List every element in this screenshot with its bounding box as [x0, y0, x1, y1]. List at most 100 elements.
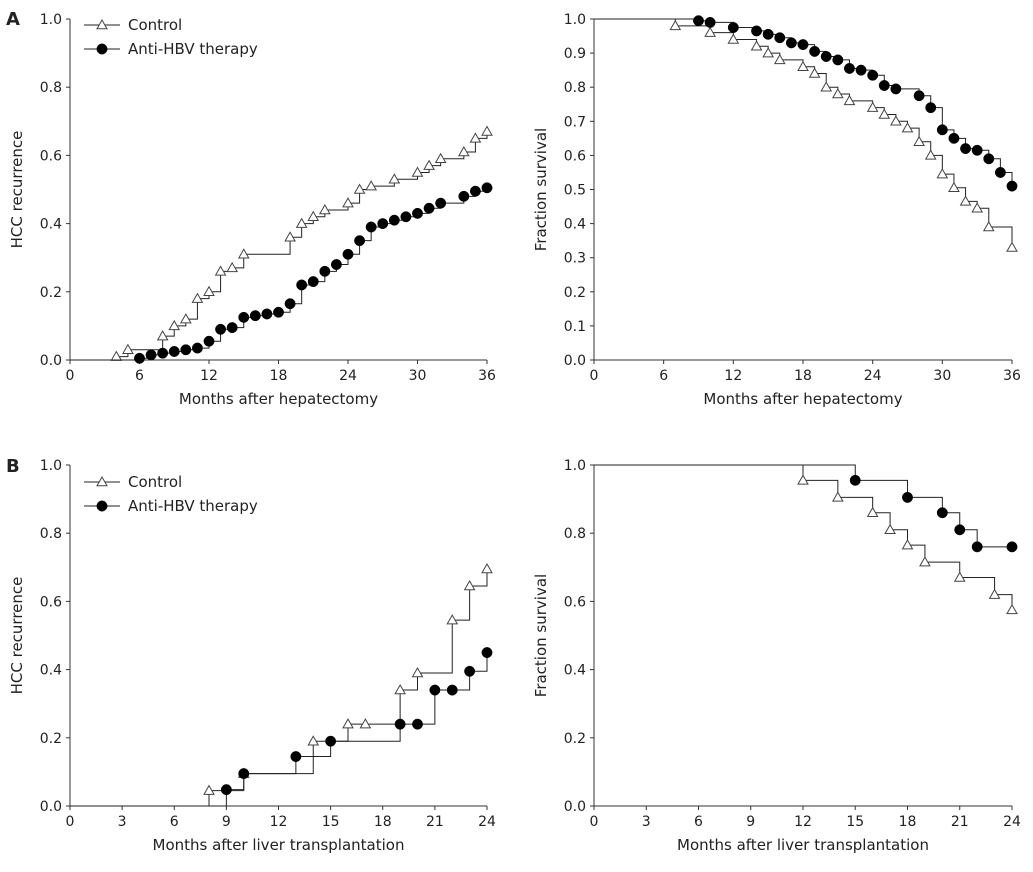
legend-control-marker [96, 18, 108, 30]
anti-hbv-point [249, 310, 261, 322]
anti-hbv-point [412, 718, 423, 730]
anti-hbv-point [203, 335, 215, 347]
y-axis-label: HCC recurrence [8, 577, 26, 695]
series-step-line [70, 569, 488, 807]
anti-hbv-point [785, 37, 797, 49]
anti-hbv-point [902, 491, 913, 503]
anti-hbv-point [855, 64, 867, 76]
control-point [971, 202, 984, 213]
anti-hbv-point [296, 279, 308, 291]
control-point [359, 718, 372, 729]
control-point [411, 166, 424, 177]
anti-hbv-point [412, 207, 423, 219]
control-point [704, 26, 716, 37]
anti-hbv-point [774, 32, 786, 44]
anti-hbv-point [693, 15, 704, 27]
chart-b-recurrence: 0 3 6 9 12 15 18 21 24 0.0 0.2 0.4 0.6 0.8 1.0 Months a… [8, 458, 496, 854]
control-point [394, 684, 406, 695]
control-point [808, 67, 821, 78]
control-point [342, 718, 354, 729]
control-point [203, 784, 215, 795]
y-tick-label: 0.9 [564, 46, 586, 62]
y-tick-label: 0.6 [40, 594, 62, 610]
anti-hbv-point [290, 751, 302, 763]
anti-hbv-point [948, 132, 960, 144]
x-tick-label: 0 [590, 814, 599, 830]
control-point [122, 343, 134, 355]
y-tick-label: 1.0 [564, 458, 586, 474]
control-point [284, 231, 296, 242]
anti-hbv-point [960, 143, 972, 155]
anti-hbv-point [1006, 180, 1018, 192]
anti-hbv-point [1006, 541, 1018, 553]
control-point [388, 173, 401, 184]
y-tick-label: 0.2 [564, 285, 586, 301]
control-point [936, 168, 949, 179]
anti-hbv-point [878, 80, 890, 91]
y-tick-label: 0.2 [564, 731, 586, 747]
anti-hbv-point [481, 647, 493, 658]
panel-letter-a: A [6, 9, 20, 30]
anti-hbv-point [971, 144, 983, 156]
legend-label: Control [128, 16, 182, 34]
control-point [365, 180, 378, 191]
series-step-line [70, 187, 488, 361]
anti-hbv-point [134, 352, 145, 364]
y-tick-label: 1.0 [564, 12, 586, 28]
control-point [919, 556, 931, 567]
x-axis-label: Months after hepatectomy [703, 390, 902, 408]
x-tick-label: 21 [426, 814, 444, 830]
anti-hbv-point [273, 306, 284, 318]
y-tick-label: 0.0 [40, 799, 62, 815]
y-tick-label: 0.4 [564, 217, 586, 233]
legend-anti-hbv-marker [96, 500, 108, 512]
y-tick-label: 0.8 [564, 80, 586, 96]
anti-hbv-point [325, 735, 337, 747]
control-point [1006, 241, 1018, 252]
control-point [342, 197, 354, 208]
control-point [168, 319, 181, 331]
anti-hbv-point [238, 768, 250, 780]
control-point [948, 181, 960, 193]
x-tick-label: 12 [200, 368, 218, 384]
y-axis-label: Fraction survival [532, 128, 550, 251]
chart-a-survival: 0 6 12 18 24 30 36 0.0 0.1 0.2 0.3 0.4 0.5 0.6 0.7 0.8 0… [532, 12, 1021, 408]
control-point [457, 145, 470, 157]
anti-hbv-point [226, 322, 238, 334]
x-tick-label: 15 [322, 814, 340, 830]
anti-hbv-point [751, 25, 763, 37]
y-tick-label: 0.8 [40, 80, 62, 96]
x-tick-label: 18 [374, 814, 392, 830]
control-point [797, 60, 809, 71]
control-point [924, 149, 937, 160]
control-point [226, 261, 239, 273]
anti-hbv-point [238, 311, 250, 323]
anti-hbv-point [936, 507, 948, 519]
control-point [913, 135, 925, 147]
control-point [953, 571, 966, 582]
control-point [295, 217, 308, 228]
control-point [481, 562, 493, 574]
control-point [318, 203, 331, 215]
anti-hbv-point [191, 342, 203, 354]
chart-b-survival: 0 3 6 9 12 15 18 21 24 0.0 0.2 0.4 0.6 0.8 1.0 Months a… [532, 458, 1021, 854]
anti-hbv-point [843, 62, 855, 74]
anti-hbv-point [157, 347, 169, 359]
control-point [214, 265, 227, 276]
anti-hbv-point [458, 190, 470, 202]
control-point [203, 285, 215, 297]
y-tick-label: 0.1 [564, 319, 586, 335]
anti-hbv-point [394, 718, 406, 730]
x-tick-label: 0 [66, 814, 75, 830]
control-point [727, 33, 740, 44]
y-tick-label: 0.5 [564, 183, 586, 199]
x-tick-label: 3 [642, 814, 651, 830]
panel-letter-b: B [6, 456, 20, 477]
anti-hbv-point [330, 259, 342, 270]
legend-label: Control [128, 473, 182, 491]
y-tick-label: 0.8 [564, 526, 586, 542]
legend-control-marker [96, 475, 108, 487]
control-point [831, 88, 844, 99]
x-tick-label: 15 [846, 814, 864, 830]
y-tick-label: 0.3 [564, 251, 586, 267]
